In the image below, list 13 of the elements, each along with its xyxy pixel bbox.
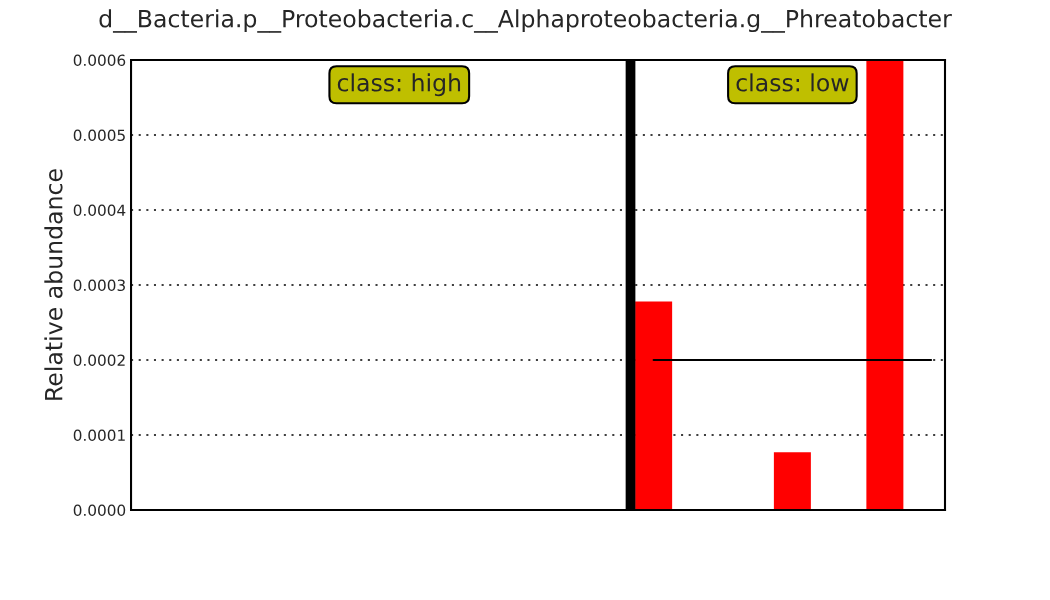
y-tick-label: 0.0000 [73, 504, 126, 517]
y-tick-label: 0.0005 [73, 129, 125, 142]
bar [866, 60, 904, 510]
bar [773, 452, 811, 510]
y-tick-label: 0.0002 [73, 354, 125, 367]
y-axis-title: Relative abundance [44, 169, 63, 400]
chart-title: d__Bacteria.p__Proteobacteria.c__Alphaproteobacteria.g__Phreatobacter [99, 9, 952, 33]
y-tick-label: 0.0001 [73, 429, 125, 442]
y-tick-label: 0.0004 [73, 204, 126, 217]
y-tick-label: 0.0003 [73, 279, 125, 292]
annotation: class: low [736, 73, 849, 92]
y-tick-label: 0.0006 [73, 54, 126, 67]
annotation: class: high [337, 73, 461, 97]
